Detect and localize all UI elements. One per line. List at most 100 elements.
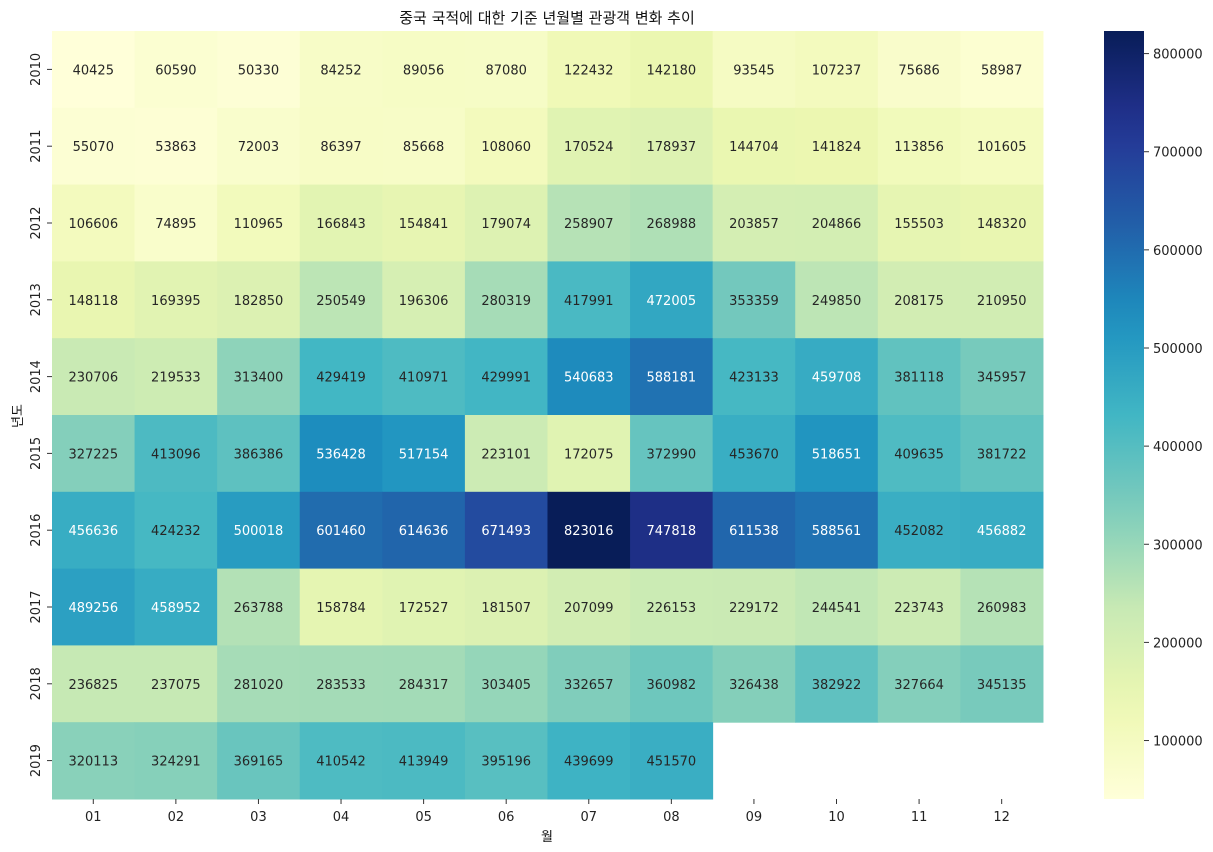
cell-value-label: 158784 — [316, 601, 366, 616]
cell-value-label: 166843 — [316, 217, 366, 232]
cell-value-label: 106606 — [68, 217, 118, 232]
heatmap-cell-2010-06 — [464, 31, 548, 109]
x-tick-label: 02 — [168, 810, 185, 825]
heatmap-cell-2014-10 — [795, 338, 879, 416]
y-tick-label: 2014 — [29, 360, 44, 393]
heatmap-cell-2014-04 — [299, 338, 383, 416]
cell-value-label: 386386 — [234, 447, 284, 462]
heatmap-cell-2015-06 — [464, 415, 548, 493]
y-tick-label: 2019 — [29, 744, 44, 777]
heatmap-cell-2013-08 — [630, 261, 714, 339]
heatmap-cell-2011-05 — [382, 107, 466, 186]
heatmap-cell-2010-04 — [299, 31, 383, 109]
heatmap-cell-2011-03 — [217, 107, 301, 186]
heatmap-cell-2014-12 — [960, 338, 1044, 416]
heatmap-cell-2014-03 — [217, 338, 301, 416]
heatmap-cell-2014-02 — [134, 338, 218, 416]
cell-value-label: 423133 — [729, 371, 779, 386]
heatmap-cell-2018-03 — [217, 645, 301, 723]
cell-value-label: 236825 — [68, 678, 118, 693]
cell-value-label: 101605 — [977, 140, 1027, 155]
cell-value-label: 155503 — [894, 217, 944, 232]
heatmap-cell-2018-11 — [877, 645, 961, 723]
heatmap-cell-2010-10 — [795, 31, 879, 109]
x-tick-label: 06 — [498, 810, 515, 825]
heatmap-cell-2018-04 — [299, 645, 383, 723]
heatmap-cell-2012-03 — [217, 184, 301, 262]
cell-value-label: 172527 — [399, 601, 449, 616]
heatmap-cell-2010-12 — [960, 31, 1044, 109]
cell-value-label: 284317 — [399, 678, 449, 693]
y-tick-label: 2013 — [29, 283, 44, 316]
cell-value-label: 413096 — [151, 447, 201, 462]
cell-value-label: 170524 — [564, 140, 614, 155]
colorbar-tick-label: 100000 — [1153, 735, 1203, 750]
heatmap-cell-2013-10 — [795, 261, 879, 339]
cell-value-label: 50330 — [238, 63, 279, 78]
heatmap-cell-2016-05 — [382, 491, 466, 570]
cell-value-label: 327225 — [68, 447, 118, 462]
heatmap-cell-2017-01 — [52, 568, 136, 646]
heatmap-cell-2018-02 — [134, 645, 218, 723]
y-tick-label: 2011 — [29, 130, 44, 163]
x-tick-label: 09 — [746, 810, 763, 825]
cell-value-label: 518651 — [812, 447, 862, 462]
heatmap-cell-2016-12 — [960, 491, 1044, 570]
heatmap-cell-2013-11 — [877, 261, 961, 339]
cell-value-label: 208175 — [894, 294, 944, 309]
colorbar-ticks: 100000 200000 300000 400000 500000 600000 7000… — [1144, 48, 1203, 750]
cell-value-label: 142180 — [647, 63, 697, 78]
heatmap-cell-2012-12 — [960, 184, 1044, 262]
cell-value-label: 381722 — [977, 447, 1027, 462]
cell-value-label: 86397 — [320, 140, 361, 155]
cell-value-label: 53863 — [155, 140, 196, 155]
heatmap-cell-2018-06 — [464, 645, 548, 723]
heatmap-cell-2017-07 — [547, 568, 631, 646]
heatmap-cell-2014-11 — [877, 338, 961, 416]
heatmap-cell-2015-07 — [547, 415, 631, 493]
cell-value-label: 223743 — [894, 601, 944, 616]
heatmap-cell-2018-08 — [630, 645, 714, 723]
heatmap-cell-2016-07 — [547, 491, 631, 570]
x-tick-label: 12 — [993, 810, 1010, 825]
heatmap-cell-2012-09 — [712, 184, 796, 262]
cell-value-label: 823016 — [564, 524, 614, 539]
y-tick-label: 2016 — [29, 514, 44, 547]
cell-value-label: 429419 — [316, 371, 366, 386]
cell-value-label: 93545 — [733, 63, 774, 78]
heatmap-cells — [52, 31, 1044, 800]
cell-value-label: 395196 — [481, 755, 531, 770]
heatmap-cell-2015-01 — [52, 415, 136, 493]
cell-value-label: 489256 — [68, 601, 118, 616]
cell-value-label: 458952 — [151, 601, 201, 616]
cell-value-label: 413949 — [399, 755, 449, 770]
heatmap-cell-2015-09 — [712, 415, 796, 493]
heatmap-cell-2015-10 — [795, 415, 879, 493]
cell-value-label: 372990 — [647, 447, 697, 462]
cell-value-label: 452082 — [894, 524, 944, 539]
cell-value-label: 268988 — [647, 217, 697, 232]
heatmap-cell-2015-02 — [134, 415, 218, 493]
cell-value-label: 360982 — [647, 678, 697, 693]
x-tick-label: 04 — [333, 810, 350, 825]
cell-value-label: 144704 — [729, 140, 779, 155]
cell-value-label: 85668 — [403, 140, 444, 155]
x-tick-label: 05 — [415, 810, 432, 825]
colorbar-tick-label: 700000 — [1153, 146, 1203, 161]
heatmap-cell-2017-04 — [299, 568, 383, 646]
heatmap-cell-2018-07 — [547, 645, 631, 723]
colorbar — [1104, 31, 1144, 799]
cell-value-label: 250549 — [316, 294, 366, 309]
heatmap-cell-2010-09 — [712, 31, 796, 109]
cell-value-label: 601460 — [316, 524, 366, 539]
cell-value-label: 345135 — [977, 678, 1027, 693]
cell-value-label: 313400 — [234, 371, 284, 386]
x-axis-label: 월 — [541, 830, 553, 845]
cell-value-label: 84252 — [320, 63, 361, 78]
heatmap-cell-2015-11 — [877, 415, 961, 493]
cell-value-label: 260983 — [977, 601, 1027, 616]
heatmap-cell-2010-05 — [382, 31, 466, 109]
heatmap-cell-2016-06 — [464, 491, 548, 570]
cell-value-label: 89056 — [403, 63, 444, 78]
heatmap-cell-2013-12 — [960, 261, 1044, 339]
